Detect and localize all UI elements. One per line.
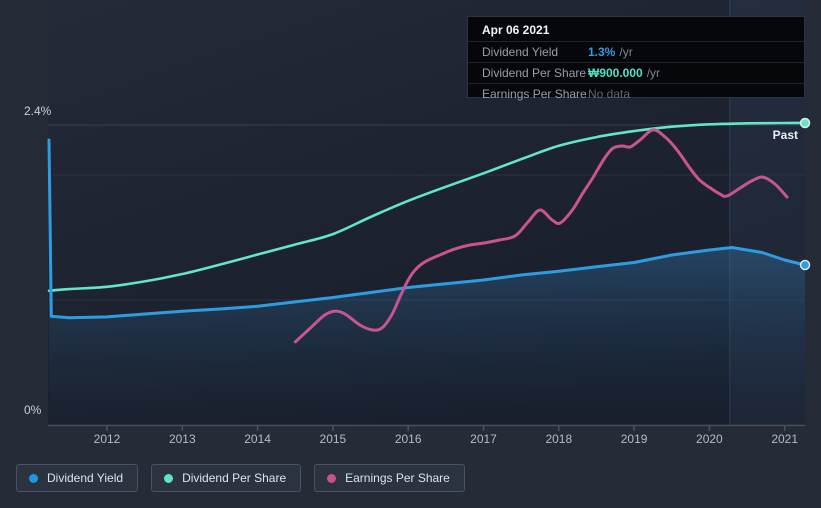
tooltip-row-unit: /yr [646,66,661,80]
dividend-yield-area [49,140,805,425]
x-axis-tick-label: 2015 [319,432,347,446]
legend-item-label: Earnings Per Share [345,471,450,485]
x-axis-tick-label: 2021 [771,432,799,446]
tooltip: Apr 06 2021 Dividend Yield 1.3%/yr Dividen… [467,16,805,101]
y-axis-max-label: 2.4% [24,104,52,118]
tooltip-row-value: No data [588,87,631,101]
x-axis-tick-label: 2012 [93,432,121,446]
legend: Dividend Yield Dividend Per Share Earnings… [16,464,465,492]
legend-item-dividend-yield[interactable]: Dividend Yield [16,464,139,492]
tooltip-row-value: ₩900.000 [588,66,643,80]
past-label: Past [772,128,798,142]
dividend-per-share-dot-icon [164,473,174,483]
legend-item-label: Dividend Yield [47,471,124,485]
legend-item-earnings-per-share[interactable]: Earnings Per Share [314,464,465,492]
tooltip-row: Dividend Per Share ₩900.000/yr [468,62,804,83]
x-axis-tick-label: 2013 [168,432,196,446]
tooltip-row: Earnings Per Share No data [468,83,804,104]
tooltip-row: Dividend Yield 1.3%/yr [468,41,804,62]
y-axis-zero-label: 0% [24,403,42,417]
tooltip-row-unit: /yr [619,45,633,59]
x-axis-tick-label: 2017 [470,432,497,446]
x-axis-tick-label: 2016 [394,432,422,446]
dividend-per-share-end-marker [799,117,811,129]
tooltip-row-label: Dividend Per Share [482,66,587,80]
dividend-yield-line [47,138,807,320]
legend-item-label: Dividend Per Share [182,471,287,485]
tooltip-date: Apr 06 2021 [482,23,550,37]
tooltip-row-label: Earnings Per Share [482,87,587,101]
x-axis-tick-label: 2019 [620,432,648,446]
dividend-yield-end-marker [799,259,811,271]
earnings-per-share-line [293,128,789,344]
dividend-yield-dot-icon [29,473,38,483]
earnings-per-share-dot-icon [327,473,337,483]
tooltip-row-label: Dividend Yield [482,45,559,59]
tooltip-row-value: 1.3% [588,45,616,59]
legend-item-dividend-per-share[interactable]: Dividend Per Share [151,464,302,492]
dividend-per-share-line [47,121,807,293]
x-axis-tick-label: 2014 [244,432,271,446]
x-axis-tick-label: 2020 [696,432,723,446]
x-axis-tick-label: 2018 [545,432,573,446]
